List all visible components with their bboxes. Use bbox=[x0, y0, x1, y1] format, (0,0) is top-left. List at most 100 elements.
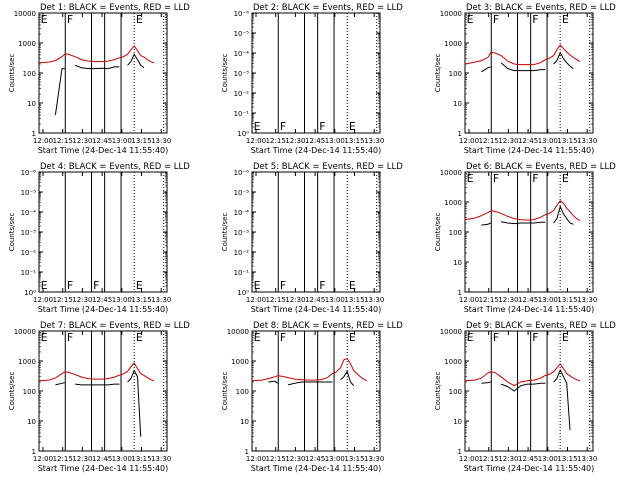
chart-panel-det-6: Det 6: BLACK = Events, RED = LLD 1 10 100 10… bbox=[434, 162, 616, 314]
lld-series-line bbox=[38, 362, 155, 382]
y-tick-label: 10000 bbox=[14, 328, 36, 336]
flag-label: F bbox=[493, 172, 499, 185]
flag-label: F bbox=[532, 13, 538, 26]
flag-label: F bbox=[93, 279, 99, 292]
y-tick-label: 1 bbox=[458, 130, 462, 138]
y-tick-label: 10⁻⁴ bbox=[234, 209, 250, 217]
x-tick-label: 12:30 bbox=[285, 137, 305, 145]
flag-label: F bbox=[493, 13, 499, 26]
x-tick-label: 13:30 bbox=[364, 455, 384, 463]
y-tick-label: 1 bbox=[32, 130, 36, 138]
lld-series-line bbox=[38, 45, 155, 64]
events-series-line bbox=[54, 53, 145, 115]
x-tick-label: 13:00 bbox=[325, 137, 345, 145]
x-tick-label: 12:45 bbox=[305, 296, 325, 304]
flag-label: E bbox=[254, 279, 261, 292]
y-tick-label: 10⁻⁵ bbox=[234, 189, 250, 197]
x-tick-label: 13:15 bbox=[344, 137, 364, 145]
x-tick-label: 12:30 bbox=[498, 137, 518, 145]
chart-title: Det 6: BLACK = Events, RED = LLD bbox=[466, 162, 616, 172]
chart-panel-det-2: Det 2: BLACK = Events, RED = LLD 10⁰ 10⁻¹ 1… bbox=[221, 3, 403, 155]
plot-frame bbox=[464, 330, 594, 452]
y-axis-label: Counts/sec bbox=[8, 213, 16, 252]
chart-title: Det 4: BLACK = Events, RED = LLD bbox=[40, 162, 190, 172]
x-tick-label: 13:30 bbox=[577, 296, 597, 304]
plot-frame bbox=[251, 12, 381, 134]
chart-panel-det-9: Det 9: BLACK = Events, RED = LLD 1 10 100 10… bbox=[434, 321, 616, 473]
plot-frame bbox=[38, 330, 168, 452]
flag-label: E bbox=[467, 172, 474, 185]
x-tick-label: 13:00 bbox=[538, 137, 558, 145]
plot-frame bbox=[464, 171, 594, 293]
x-tick-label: 12:15 bbox=[266, 296, 286, 304]
flag-label: F bbox=[319, 120, 325, 133]
flag-label: E bbox=[349, 279, 356, 292]
x-tick-label: 12:15 bbox=[266, 137, 286, 145]
y-tick-label: 10⁻⁶ bbox=[234, 10, 250, 18]
plot-frame bbox=[251, 330, 381, 452]
y-tick-label: 1 bbox=[32, 448, 36, 456]
y-axis-label: Counts/sec bbox=[221, 54, 229, 93]
x-tick-label: 13:00 bbox=[325, 455, 345, 463]
x-tick-label: 13:30 bbox=[364, 137, 384, 145]
flag-label: F bbox=[493, 331, 499, 344]
flag-label: F bbox=[280, 279, 286, 292]
plot-frame bbox=[251, 171, 381, 293]
x-tick-label: 12:00 bbox=[33, 455, 53, 463]
x-tick-label: 13:15 bbox=[557, 455, 577, 463]
y-tick-label: 1000 bbox=[444, 40, 462, 48]
x-tick-label: 12:30 bbox=[498, 296, 518, 304]
x-tick-label: 12:45 bbox=[518, 137, 538, 145]
y-tick-label: 10⁻⁵ bbox=[21, 189, 37, 197]
chart-panel-det-3: Det 3: BLACK = Events, RED = LLD 1 10 100 10… bbox=[434, 3, 616, 155]
y-axis-label: Counts/sec bbox=[221, 372, 229, 411]
y-axis-label: Counts/sec bbox=[434, 54, 442, 93]
chart-title: Det 1: BLACK = Events, RED = LLD bbox=[40, 3, 190, 13]
lld-series-line bbox=[464, 44, 581, 66]
y-tick-label: 10 bbox=[27, 100, 36, 108]
x-tick-label: 13:00 bbox=[112, 296, 132, 304]
x-tick-label: 13:00 bbox=[325, 296, 345, 304]
y-tick-label: 10000 bbox=[14, 10, 36, 18]
flag-label: F bbox=[280, 331, 286, 344]
y-tick-label: 10⁻³ bbox=[234, 229, 250, 237]
y-tick-label: 10⁻² bbox=[234, 90, 250, 98]
events-series-line bbox=[481, 368, 571, 431]
x-tick-label: 13:15 bbox=[557, 296, 577, 304]
y-tick-label: 100 bbox=[449, 388, 462, 396]
x-tick-label: 12:30 bbox=[285, 455, 305, 463]
y-axis-label: Counts/sec bbox=[221, 213, 229, 252]
x-tick-label: 13:30 bbox=[577, 455, 597, 463]
y-tick-label: 10⁻³ bbox=[21, 229, 37, 237]
y-tick-label: 1000 bbox=[444, 358, 462, 366]
y-tick-label: 1 bbox=[458, 289, 462, 297]
x-tick-label: 13:30 bbox=[151, 455, 171, 463]
flag-label: E bbox=[254, 120, 261, 133]
flag-label: E bbox=[562, 331, 569, 344]
y-tick-label: 100 bbox=[23, 70, 36, 78]
x-axis-label: Start Time (24-Dec-14 11:55:40) bbox=[464, 305, 595, 314]
y-axis-label: Counts/sec bbox=[434, 213, 442, 252]
x-tick-label: 13:00 bbox=[538, 455, 558, 463]
lld-series-line bbox=[464, 200, 581, 222]
y-axis-label: Counts/sec bbox=[8, 54, 16, 93]
plot-frame bbox=[464, 12, 594, 134]
y-tick-label: 10 bbox=[240, 418, 249, 426]
flag-label: F bbox=[532, 331, 538, 344]
y-tick-label: 10000 bbox=[440, 10, 462, 18]
y-tick-label: 10⁻³ bbox=[234, 70, 250, 78]
y-tick-label: 10⁻¹ bbox=[234, 269, 250, 277]
x-tick-label: 12:00 bbox=[246, 296, 266, 304]
y-tick-label: 10⁻⁵ bbox=[234, 30, 250, 38]
events-series-line bbox=[268, 370, 355, 387]
lld-series-line bbox=[464, 363, 581, 387]
y-tick-label: 10⁻⁴ bbox=[234, 50, 250, 58]
y-tick-label: 10⁰ bbox=[237, 289, 249, 297]
y-tick-label: 10⁻² bbox=[234, 249, 250, 257]
x-tick-label: 12:00 bbox=[33, 137, 53, 145]
flag-label: E bbox=[136, 279, 143, 292]
chart-panel-det-4: Det 4: BLACK = Events, RED = LLD 10⁰ 10⁻¹ 1… bbox=[8, 162, 190, 314]
x-tick-label: 12:45 bbox=[518, 455, 538, 463]
x-axis-label: Start Time (24-Dec-14 11:55:40) bbox=[38, 146, 169, 155]
